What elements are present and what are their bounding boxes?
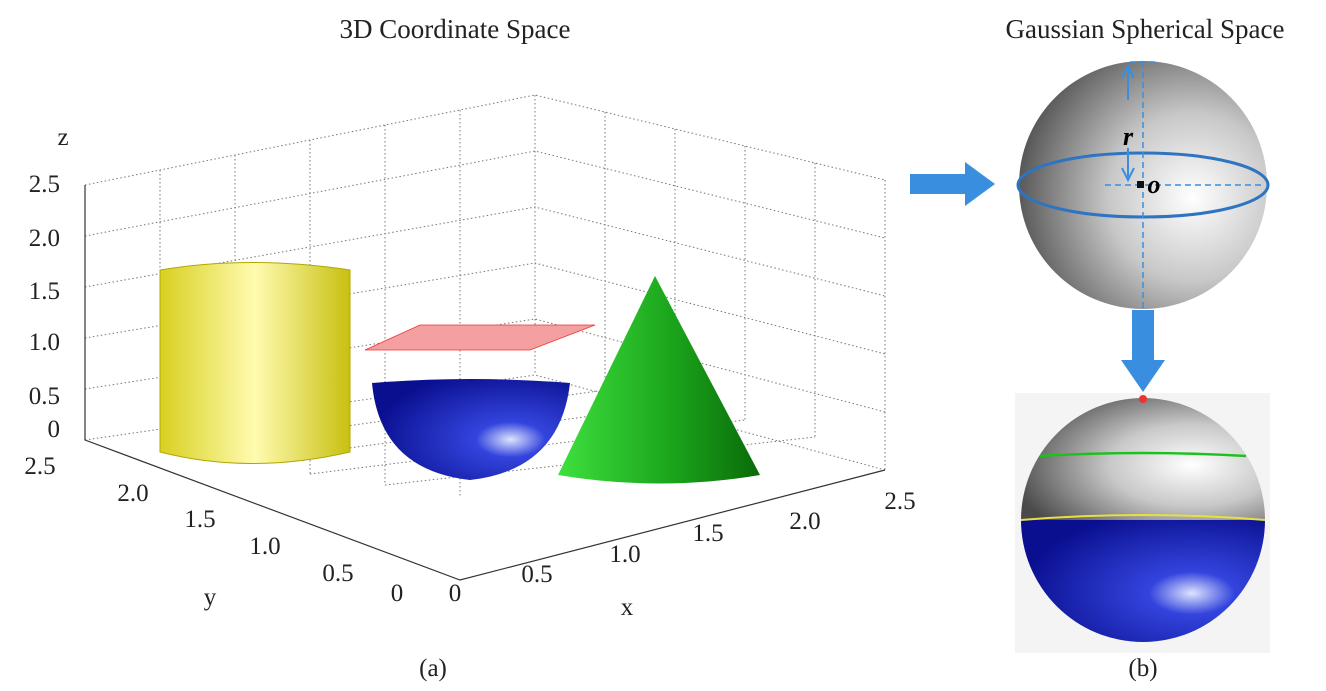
tick-label: 1.5 <box>184 506 215 533</box>
tick-label: 2.0 <box>29 225 60 252</box>
tick-label: 0 <box>391 580 404 607</box>
cone <box>558 276 760 484</box>
tick-label: 2.0 <box>117 480 148 507</box>
arrow <box>910 162 995 206</box>
cylinder <box>160 263 350 464</box>
tick-label: 0 <box>48 416 61 443</box>
center <box>1137 181 1144 188</box>
axis-label: x <box>621 594 634 621</box>
tick-label: 0 <box>449 580 462 607</box>
axis-label: z <box>57 124 68 151</box>
plane <box>365 325 595 350</box>
panel-title: 3D Coordinate Space <box>340 14 571 44</box>
tick-label: 0.5 <box>521 561 552 588</box>
shapes <box>160 263 760 484</box>
axis-label: y <box>204 584 217 611</box>
tick-label: 0.5 <box>29 383 60 410</box>
tick-label: 2.5 <box>24 453 55 480</box>
tick-label: 1.0 <box>249 533 280 560</box>
hemisphere <box>372 379 570 480</box>
tick-label: 1.0 <box>29 329 60 356</box>
radius-label: r <box>1123 122 1134 151</box>
figure: 3D Coordinate Space z 0 0.5 1.0 1.5 2.0 … <box>0 0 1326 691</box>
tick-label: 0.5 <box>322 560 353 587</box>
center-label: o <box>1148 170 1161 199</box>
pole <box>1139 395 1147 403</box>
caption: (b) <box>1128 655 1157 682</box>
panel-title: Gaussian Spherical Space <box>1006 14 1285 44</box>
tick-label: 1.0 <box>609 541 640 568</box>
tick-label: 2.5 <box>29 171 60 198</box>
tick-label: 2.0 <box>789 508 820 535</box>
caption: (a) <box>419 655 447 682</box>
tick-label: 2.5 <box>884 488 915 515</box>
tick-label: 1.5 <box>692 520 723 547</box>
arrow <box>1121 310 1165 392</box>
tick-label: 1.5 <box>29 278 60 305</box>
